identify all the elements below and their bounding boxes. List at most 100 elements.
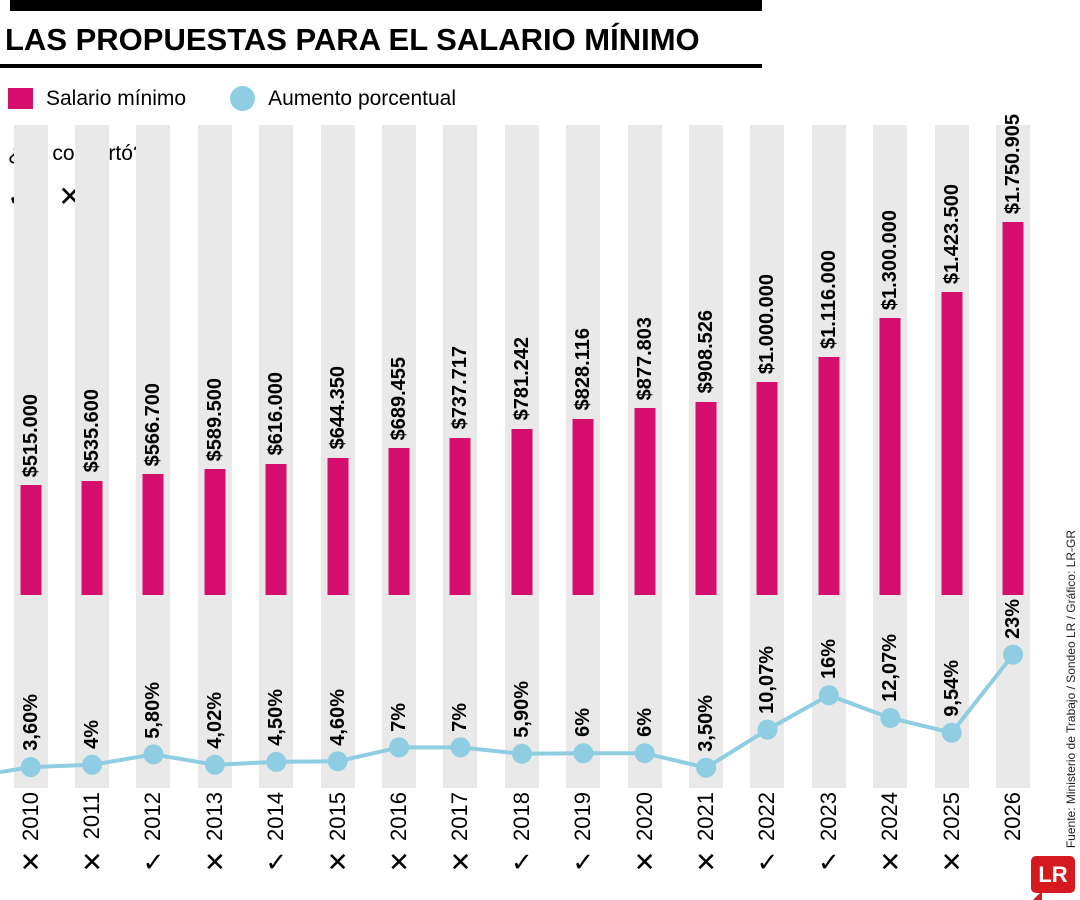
- agreed-mark-no: ✕: [940, 847, 963, 877]
- title-rule: [0, 64, 762, 68]
- increase-pct-label: 3,60%: [19, 694, 42, 752]
- chart-column-2012: $566.700 5,80% 2012 ✓: [123, 0, 184, 900]
- increase-pct-label: 3,50%: [695, 694, 718, 752]
- source-credit: Fuente: Ministerio de Trabajo / Sondeo L…: [1064, 529, 1078, 848]
- chart-column-2017: $737.717 7% 2017 ✕: [430, 0, 491, 900]
- salary-bar: [511, 428, 533, 595]
- increase-pct-label: 4,50%: [265, 689, 288, 746]
- increase-pct-label: 5,80%: [142, 681, 165, 739]
- salary-value-label: $877.803: [633, 316, 656, 400]
- increase-pct-label: 9,54%: [940, 659, 963, 717]
- increase-pct-label: 5,90%: [510, 681, 533, 738]
- salary-value-label: $737.717: [449, 346, 472, 430]
- salary-value-label: $589.500: [203, 377, 226, 462]
- agreed-mark-yes: ✓: [265, 847, 288, 877]
- chart-column-2014: $616.000 4,50% 2014 ✓: [246, 0, 307, 900]
- lr-logo: LR: [1031, 856, 1075, 900]
- chart-column-2025: $1.423.500 9,54% 2025 ✕: [921, 0, 982, 900]
- salary-value-label: $689.455: [388, 356, 411, 441]
- year-label: 2018: [508, 792, 534, 841]
- agreed-mark-no: ✕: [203, 847, 226, 877]
- salary-bar: [572, 418, 594, 595]
- chart-column-2024: $1.300.000 12,07% 2024 ✕: [860, 0, 921, 900]
- increase-pct-label: 6%: [572, 708, 595, 738]
- line-swatch-icon: [230, 86, 256, 111]
- year-label: 2015: [324, 792, 350, 841]
- salary-bar: [756, 382, 778, 595]
- chart-column-2026: $1.750.905 23% 2026: [982, 0, 1043, 900]
- year-label: 2013: [201, 792, 227, 841]
- agreed-mark-yes: ✓: [756, 847, 779, 877]
- agreed-mark-yes: ✓: [510, 847, 533, 877]
- agreed-mark-no: ✕: [879, 847, 902, 877]
- salary-bar: [818, 357, 840, 595]
- chart-column-2021: $908.526 3,50% 2021 ✕: [675, 0, 736, 900]
- chart-column-2022: $1.000.000 10,07% 2022 ✓: [737, 0, 798, 900]
- chart-column-2016: $689.455 7% 2016 ✕: [368, 0, 429, 900]
- salary-bar: [20, 485, 42, 595]
- year-label: 2017: [447, 792, 473, 841]
- year-label: 2020: [631, 792, 657, 841]
- salary-bar: [879, 318, 901, 595]
- salary-value-label: $781.242: [510, 337, 533, 421]
- chart-column-2015: $644.350 4,60% 2015 ✕: [307, 0, 368, 900]
- salary-bar: [204, 469, 226, 595]
- chart-column-2013: $589.500 4,02% 2013 ✕: [184, 0, 245, 900]
- chart-column-2011: $535.600 4% 2011 ✕: [61, 0, 122, 900]
- year-label: 2026: [999, 792, 1025, 841]
- increase-pct-label: 4,60%: [326, 688, 349, 746]
- salary-bar: [1002, 222, 1024, 595]
- agreed-mark-no: ✕: [449, 847, 472, 877]
- bar-swatch-icon: [8, 88, 33, 109]
- year-label: 2011: [78, 792, 104, 840]
- increase-pct-label: 23%: [1002, 598, 1025, 639]
- legend-item-bar: Salario mínimo: [8, 87, 186, 111]
- year-label: 2010: [17, 792, 43, 841]
- increase-pct-label: 4%: [81, 719, 104, 749]
- increase-pct-label: 12,07%: [879, 634, 902, 702]
- chart-column-2010: $515.000 3,60% 2010 ✕: [0, 0, 61, 900]
- increase-pct-label: 7%: [449, 702, 472, 732]
- increase-pct-label: 4,02%: [203, 691, 226, 749]
- legend: Salario mínimo Aumento porcentual: [8, 86, 500, 111]
- salary-value-label: $566.700: [142, 382, 165, 467]
- year-label: 2014: [263, 792, 289, 841]
- year-label: 2022: [754, 792, 780, 841]
- salary-value-label: $1.423.500: [940, 183, 963, 284]
- salary-bar: [81, 480, 103, 595]
- salary-value-label: $644.350: [326, 366, 349, 450]
- chart-column-2023: $1.116.000 16% 2023 ✓: [798, 0, 859, 900]
- agreed-mark-yes: ✓: [817, 847, 840, 877]
- year-label: 2016: [385, 792, 411, 841]
- agreed-mark-no: ✕: [695, 847, 717, 877]
- agreed-mark-no: ✕: [19, 847, 42, 877]
- salary-bar: [265, 463, 287, 595]
- legend-item-line: Aumento porcentual: [230, 86, 456, 111]
- lr-logo-text: LR: [1038, 861, 1068, 887]
- salary-bar: [327, 457, 349, 595]
- top-rule: [10, 0, 762, 11]
- salary-bar: [449, 437, 471, 595]
- salary-bar: [941, 291, 963, 595]
- lr-logo-tail: [1033, 891, 1042, 900]
- agreed-mark-no: ✕: [81, 847, 103, 877]
- year-label: 2012: [140, 792, 166, 841]
- chart-column-2020: $877.803 6% 2020 ✕: [614, 0, 675, 900]
- salary-bar: [695, 401, 717, 595]
- salary-value-label: $1.116.000: [817, 250, 840, 350]
- salary-bar: [142, 474, 164, 595]
- salary-value-label: $535.600: [81, 389, 104, 473]
- chart-column-2019: $828.116 6% 2019 ✓: [553, 0, 614, 900]
- agreed-mark-no: ✕: [633, 847, 656, 877]
- salary-value-label: $515.000: [19, 393, 42, 478]
- salary-value-label: $1.750.905: [1002, 113, 1025, 214]
- agreed-mark-no: ✕: [388, 847, 410, 877]
- salary-value-label: $908.526: [695, 310, 718, 394]
- increase-pct-label: 10,07%: [756, 645, 779, 714]
- salary-bar: [388, 448, 410, 595]
- salary-value-label: $616.000: [265, 372, 288, 456]
- increase-pct-label: 7%: [388, 702, 411, 732]
- salary-value-label: $1.300.000: [879, 210, 902, 311]
- legend-line-label: Aumento porcentual: [268, 86, 457, 110]
